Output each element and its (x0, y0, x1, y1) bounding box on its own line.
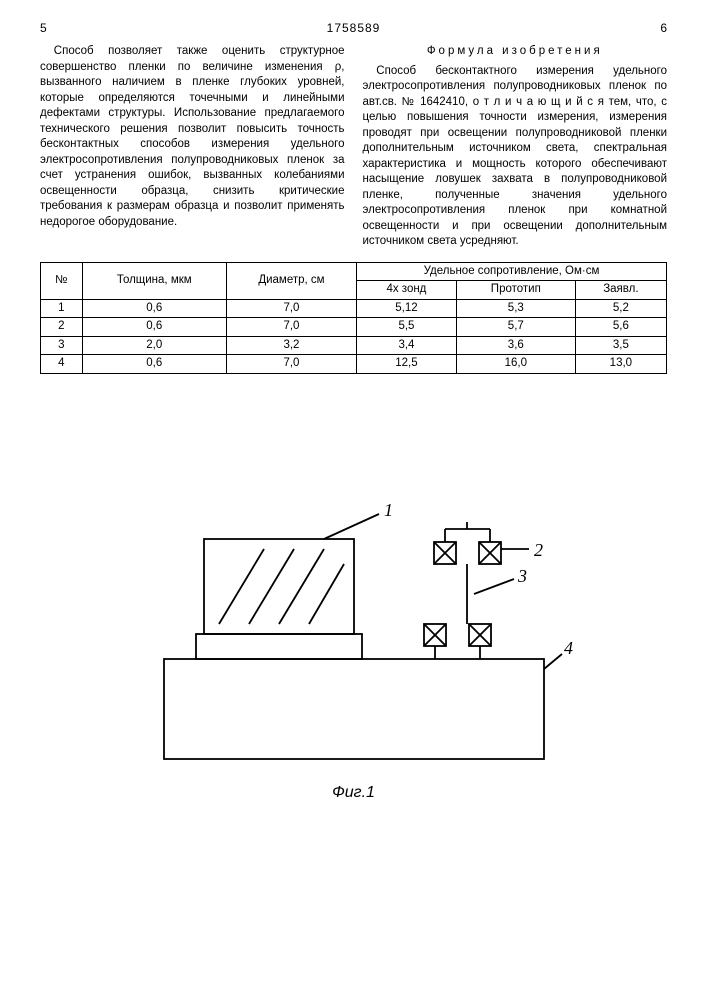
th-diameter: Диаметр, см (226, 262, 356, 299)
th-proto: Прототип (456, 281, 575, 300)
formula-title: Формула изобретения (363, 44, 668, 60)
right-paragraph: Способ бесконтактного измерения удельног… (363, 64, 668, 250)
fig-label-2: 2 (534, 540, 543, 560)
table-row: 1 0,6 7,0 5,12 5,3 5,2 (41, 299, 667, 318)
table-row: 3 2,0 3,2 3,4 3,6 3,5 (41, 336, 667, 355)
th-num: № (41, 262, 83, 299)
th-probe: 4х зонд (357, 281, 457, 300)
data-table: № Толщина, мкм Диаметр, см Удельное сопр… (40, 262, 667, 374)
column-left: Способ позволяет также оценить структурн… (40, 44, 345, 250)
fig-label-3: 3 (517, 566, 527, 586)
left-paragraph: Способ позволяет также оценить структурн… (40, 44, 345, 230)
figure-1: 1 2 3 4 Фиг.1 (40, 494, 667, 804)
page-num-left: 5 (40, 20, 47, 36)
th-resistivity: Удельное сопротивление, Ом·см (357, 262, 667, 281)
th-thickness: Толщина, мкм (82, 262, 226, 299)
figure-caption: Фиг.1 (40, 782, 667, 804)
th-appl: Заявл. (575, 281, 666, 300)
fig-label-1: 1 (384, 500, 393, 520)
table-row: 4 0,6 7,0 12,5 16,0 13,0 (41, 355, 667, 374)
column-right: Формула изобретения Способ бесконтактног… (363, 44, 668, 250)
doc-number: 1758589 (327, 20, 381, 36)
page-num-right: 6 (660, 20, 667, 36)
table-row: 2 0,6 7,0 5,5 5,7 5,6 (41, 318, 667, 337)
fig-label-4: 4 (564, 638, 573, 658)
